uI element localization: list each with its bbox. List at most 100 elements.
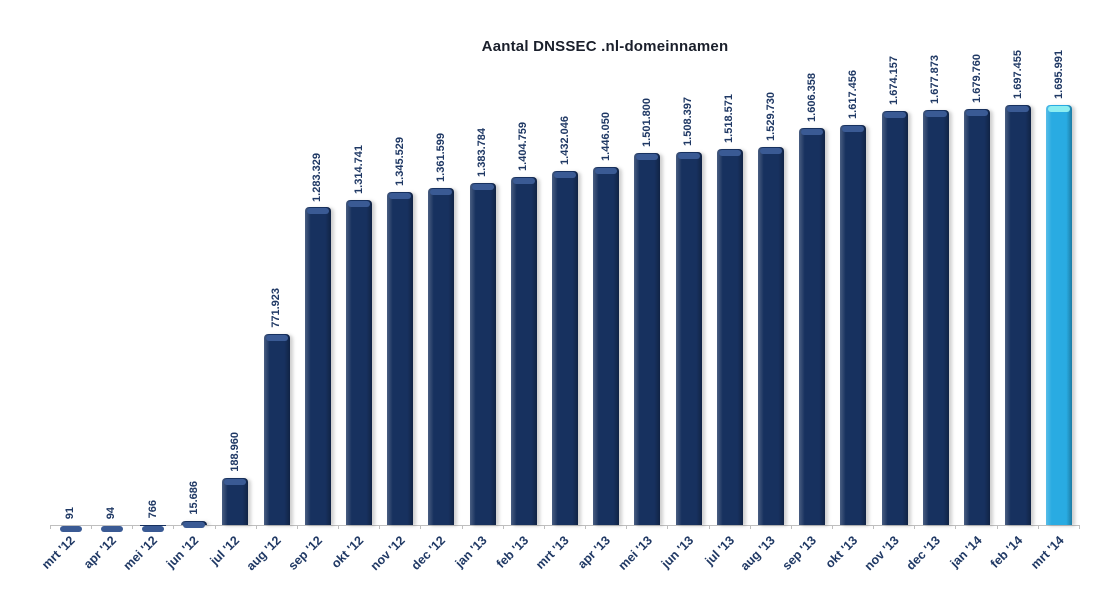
axis-tick [173,525,214,529]
bar-column: 1.501.800 [627,18,668,525]
bar [593,167,620,525]
bar-value-label: 1.508.397 [682,96,695,146]
x-label-cell: sep '13 [780,532,833,602]
axis-tick [585,525,626,529]
bar [922,109,949,525]
axis-tick [338,525,379,529]
x-label-cell: sep '12 [285,532,338,602]
bar-column: 1.432.046 [544,18,585,525]
bar-column: 1.361.599 [421,18,462,525]
axis-tick [91,525,132,529]
bar-value-label: 1.529.730 [764,91,777,141]
x-label-cell: jan '13 [453,532,503,602]
x-axis-label: mrt '12 [39,533,78,572]
bar [1005,105,1032,525]
bar-value-label: 1.432.046 [558,115,571,165]
bar-column: 1.529.730 [750,18,791,525]
bar-value-label: 1.404.759 [517,122,530,172]
x-axis-labels: mrt '12 apr '12 mei '12 jun '12 jul '12 aug '… [39,532,1080,602]
axis-tick [461,525,503,529]
bar-column: 1.674.157 [874,18,915,525]
bar-column: 1.383.784 [462,18,503,525]
x-label-cell: mei '13 [615,532,668,602]
axis-tick [955,525,996,529]
bar-column: 1.314.741 [338,18,379,525]
axis-tick [50,525,91,529]
bar-column: 1.606.358 [792,18,833,525]
bar [222,478,249,525]
bar-value-label: 1.345.529 [393,137,406,187]
bar-value-label: 1.697.455 [1011,50,1024,99]
bar-column: 188.960 [215,18,256,525]
axis-tick [255,525,297,529]
bar-column: 1.446.050 [586,18,627,525]
x-axis-ticks [50,525,1080,529]
bar [387,192,414,525]
bar-value-label: 1.617.456 [846,69,859,119]
bar [675,151,702,525]
x-label-cell: dec '13 [903,532,956,602]
bar-column: 1.345.529 [380,18,421,525]
axis-tick [214,525,256,529]
x-label-cell: jun '13 [658,532,709,602]
bar [510,177,537,525]
bar-column: 1.677.873 [915,18,956,525]
bar-value-label: 1.606.358 [805,72,818,122]
bar-column: 94 [91,18,132,532]
axis-tick [831,525,873,529]
bar-value-label: 1.383.784 [476,127,489,177]
bar-value-label: 1.677.873 [929,54,942,104]
bar-value-label: 766 [146,500,159,519]
bar-value-label: 1.679.760 [970,54,983,104]
bar-value-label: 1.695.991 [1052,50,1065,100]
bar-column: 1.508.397 [668,18,709,525]
bar-highlight [1046,105,1073,525]
bar-value-label: 1.446.050 [599,112,612,162]
axis-tick [296,525,338,529]
bar [716,149,743,525]
bars-row: 91 94 766 15.686 188.960 771.923 1.283.329 1.31… [50,18,1080,532]
axis-tick [543,525,585,529]
bar [758,146,785,525]
x-label-cell: mrt '12 [39,532,91,602]
axis-tick [1037,525,1079,529]
bar-value-label: 94 [105,506,118,519]
bar [881,110,908,525]
axis-tick [749,525,791,529]
axis-tick [626,525,667,529]
bar [634,153,661,525]
bar-column: 1.617.456 [833,18,874,525]
axis-tick [132,525,173,529]
x-label-cell: mrt '14 [1028,532,1080,602]
bar-value-label: 771.923 [270,288,283,328]
x-label-cell: jun '12 [164,532,215,602]
x-label-cell: dec '12 [409,532,462,602]
bar-value-label: 91 [64,506,77,519]
bar-value-label: 1.518.571 [723,94,736,144]
bar-column: 1.679.760 [956,18,997,525]
axis-tick [420,525,461,529]
plot-area: 91 94 766 15.686 188.960 771.923 1.283.329 1.31… [39,18,1080,573]
bar-column: 1.697.455 [998,18,1039,525]
x-label-cell: mei '12 [121,532,173,602]
bar-column: 1.695.991 [1039,18,1080,525]
chart-title: Aantal DNSSEC .nl-domeinnamen [481,38,729,55]
axis-tick [914,525,955,529]
bar [304,207,331,525]
bar-column: 15.686 [174,18,215,528]
bar [181,521,208,528]
bar-value-label: 1.674.157 [888,55,901,105]
x-label-cell: mrt '13 [534,532,585,602]
bar-column: 771.923 [256,18,297,525]
bar-value-label: 188.960 [228,432,241,473]
bar-value-label: 15.686 [187,481,200,516]
axis-tick [708,525,750,529]
axis-tick [502,525,544,529]
axis-tick [667,525,708,529]
axis-tick [873,525,914,529]
bar [428,188,455,525]
bar [346,199,373,525]
bar-value-label: 1.501.800 [640,98,653,148]
bar-column: 766 [132,18,173,532]
bar-column: 1.404.759 [503,18,544,525]
